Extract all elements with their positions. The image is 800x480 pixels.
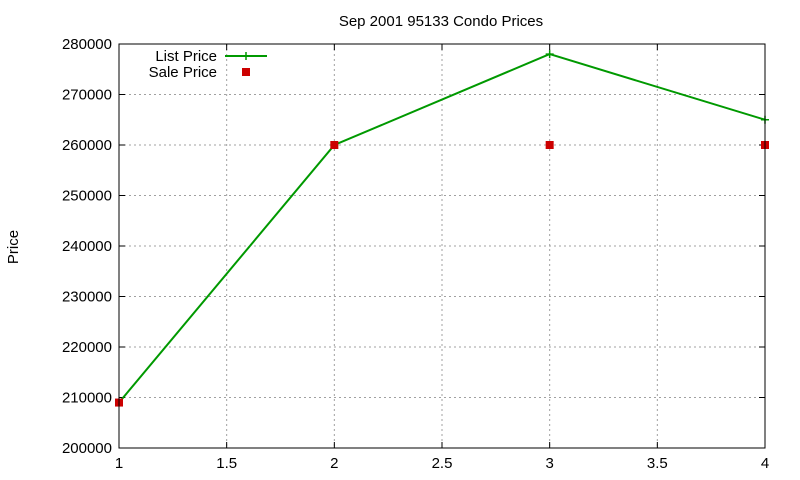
x-tick-label: 1 [115, 455, 123, 472]
y-axis-label: Price [5, 230, 22, 264]
x-tick-label: 2.5 [432, 455, 453, 472]
y-tick-label: 260000 [62, 137, 112, 154]
legend-label-sale-price: Sale Price [149, 64, 217, 81]
x-tick-label: 1.5 [216, 455, 237, 472]
chart-title: Sep 2001 95133 Condo Prices [339, 13, 543, 30]
data-point-list-price [545, 50, 554, 59]
x-tick-label: 4 [761, 455, 769, 472]
y-tick-label: 230000 [62, 289, 112, 306]
legend-marker-sale-price [242, 68, 250, 76]
axis-ticks: 200000 210000 220000 230000 240000 250000 2600… [62, 36, 769, 472]
legend-marker-list-price [242, 52, 250, 60]
plot-frame [118, 43, 766, 449]
y-tick-label: 240000 [62, 238, 112, 255]
legend-label-list-price: List Price [155, 48, 217, 65]
y-tick-label: 270000 [62, 87, 112, 104]
series-line-list-price [118, 53, 766, 404]
x-tick-label: 2 [330, 455, 338, 472]
data-point-sale-price [545, 141, 554, 149]
data-point-sale-price [330, 141, 339, 149]
y-tick-label: 250000 [62, 188, 112, 205]
y-tick-label: 200000 [62, 440, 112, 457]
series-list-price [115, 50, 769, 407]
x-tick-label: 3 [545, 455, 553, 472]
x-tick-label: 3.5 [647, 455, 668, 472]
y-tick-label: 220000 [62, 339, 112, 356]
grid [119, 44, 765, 448]
series-layer [115, 50, 769, 407]
y-tick-label: 280000 [62, 36, 112, 53]
y-tick-label: 210000 [62, 390, 112, 407]
